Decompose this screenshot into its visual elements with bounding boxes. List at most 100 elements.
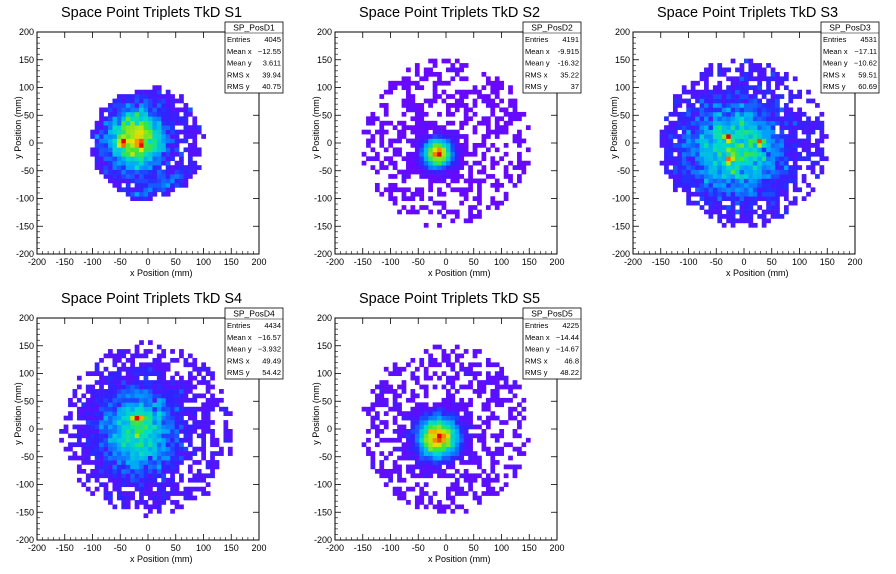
histogram-bin (125, 468, 131, 474)
histogram-bin (187, 147, 193, 153)
histogram-bin (152, 446, 158, 452)
histogram-bin (730, 205, 736, 210)
histogram-bin (485, 129, 491, 135)
histogram-bin (744, 160, 749, 166)
histogram-bin (441, 384, 447, 390)
histogram-bin (730, 165, 736, 170)
histogram-bin (508, 103, 513, 108)
histogram-bin (125, 129, 131, 135)
histogram-bin (708, 138, 714, 144)
histogram-bin (717, 182, 723, 188)
histogram-bin (161, 460, 167, 465)
histogram-bin (472, 477, 478, 483)
histogram-bin (143, 196, 149, 202)
histogram-bin (170, 500, 175, 505)
histogram-bin (779, 107, 785, 113)
histogram-bin (726, 98, 731, 104)
histogram-bin (757, 143, 763, 148)
histogram-bin (143, 156, 149, 162)
histogram-bin (499, 116, 505, 122)
histogram-bin (406, 429, 411, 434)
histogram-bin (437, 420, 442, 425)
histogram-bin (187, 111, 193, 117)
histogram-bin (139, 103, 144, 108)
histogram-bin (99, 415, 104, 421)
histogram-bin (383, 156, 389, 162)
histogram-bin (463, 116, 469, 122)
histogram-bin (165, 103, 171, 108)
histogram-bin (499, 375, 505, 381)
histogram-bin (446, 67, 451, 73)
histogram-bin (143, 446, 149, 452)
stats-box-frame (224, 307, 284, 380)
histogram-bin (717, 187, 723, 193)
histogram-bin (103, 116, 109, 122)
histogram-bin (125, 455, 131, 461)
histogram-bin (508, 178, 513, 184)
histogram-bin (437, 362, 442, 368)
histogram-bin (428, 160, 433, 166)
x-tick-label: 200 (549, 543, 564, 553)
histogram-bin (499, 420, 505, 425)
histogram-bin (134, 125, 140, 130)
histogram-bin (468, 473, 473, 479)
histogram-bin (664, 147, 669, 153)
histogram-bin (165, 125, 171, 130)
histogram-bin (704, 111, 709, 117)
histogram-bin (437, 76, 442, 82)
histogram-bin (490, 89, 496, 95)
histogram-bin (717, 67, 723, 73)
histogram-bin (125, 366, 131, 372)
histogram-bin (450, 415, 456, 421)
histogram-bin (174, 402, 180, 408)
histogram-bin (717, 200, 723, 206)
histogram-bin (383, 107, 389, 113)
y-tick-label: 150 (19, 55, 34, 65)
histogram-bin (819, 125, 825, 130)
histogram-bin (721, 174, 727, 179)
histogram-bin (699, 120, 705, 126)
histogram-bin (63, 415, 69, 421)
histogram-bin (441, 402, 447, 408)
histogram-bin (76, 433, 82, 439)
histogram-bin (490, 182, 496, 188)
histogram-bin (454, 455, 460, 461)
histogram-bin (139, 451, 144, 456)
histogram-bin (152, 451, 158, 456)
histogram-bin (130, 424, 135, 430)
histogram-bin (116, 495, 122, 501)
histogram-bin (143, 411, 149, 416)
histogram-bin (108, 460, 113, 465)
histogram-bin (437, 429, 442, 434)
histogram-bin (446, 160, 451, 166)
histogram-bin (432, 402, 438, 408)
histogram-bin (472, 196, 478, 202)
histogram-bin (517, 446, 522, 452)
histogram-bin (116, 357, 122, 363)
histogram-bin (806, 125, 811, 130)
histogram-bin (414, 473, 420, 479)
histogram-bin (726, 85, 731, 91)
histogram-bin (179, 451, 184, 456)
histogram-bin (161, 468, 167, 474)
histogram-bin (521, 415, 527, 421)
histogram-bin (227, 433, 233, 439)
histogram-bin (410, 433, 416, 439)
histogram-bin (690, 138, 696, 144)
histogram-bin (503, 107, 509, 113)
histogram-bin (499, 125, 505, 130)
y-tick-label: 100 (19, 369, 34, 379)
histogram-bin (183, 393, 189, 399)
histogram-bin (90, 397, 96, 403)
histogram-bin (735, 94, 740, 99)
histogram-bin (108, 165, 113, 170)
histogram-bin (366, 143, 371, 148)
histogram-bin (708, 147, 714, 153)
histogram-bin (717, 151, 723, 157)
histogram-bin (481, 433, 487, 439)
histogram-bin (735, 134, 740, 139)
histogram-bin (112, 504, 118, 510)
histogram-bin (463, 120, 469, 126)
histogram-bin (174, 98, 180, 104)
histogram-bin (134, 446, 140, 452)
